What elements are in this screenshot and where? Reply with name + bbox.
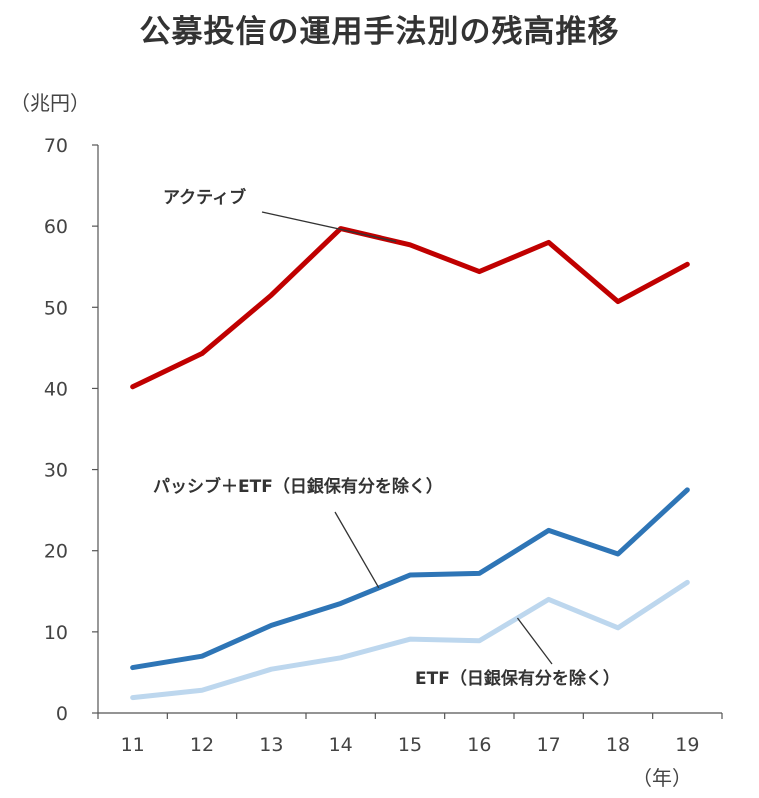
x-tick-label: 14	[329, 734, 353, 756]
y-tick-label: 30	[44, 460, 68, 482]
series-label: アクティブ	[163, 187, 246, 208]
y-tick-label: 10	[44, 622, 68, 644]
chart-title: 公募投信の運用手法別の残高推移	[139, 14, 620, 50]
y-axis-unit-label: （兆円）	[10, 91, 90, 115]
y-tick-label: 40	[44, 378, 68, 400]
y-tick-label: 50	[44, 297, 68, 319]
y-tick-label: 70	[44, 135, 68, 157]
x-tick-label: 15	[398, 734, 422, 756]
leader-line	[261, 211, 397, 243]
series-line-3	[130, 579, 690, 701]
series-line-1	[130, 226, 690, 390]
leader-line	[334, 511, 380, 589]
leader-line	[516, 617, 553, 665]
x-tick-label: 16	[467, 734, 491, 756]
x-tick-label: 11	[121, 734, 145, 756]
x-tick-label: 12	[190, 734, 214, 756]
y-tick-label: 20	[44, 541, 68, 563]
series-label: ETF（日銀保有分を除く）	[415, 668, 620, 689]
y-tick-label: 0	[56, 703, 68, 725]
x-tick-label: 18	[606, 734, 630, 756]
y-tick-label: 60	[44, 216, 68, 238]
x-tick-label: 17	[537, 734, 561, 756]
series-line-2	[130, 487, 690, 671]
x-tick-label: 19	[675, 734, 699, 756]
series-label: パッシブ＋ETF（日銀保有分を除く）	[153, 476, 443, 497]
x-axis-unit-label: （年）	[632, 766, 692, 790]
x-tick-label: 13	[259, 734, 283, 756]
